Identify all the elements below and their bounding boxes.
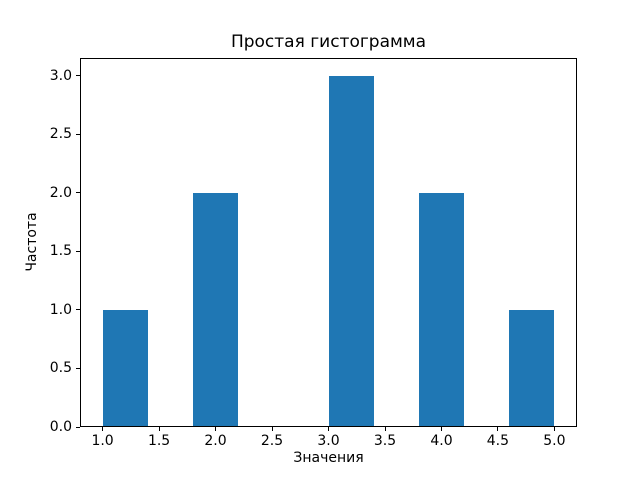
x-tick-label: 4.0 <box>430 433 453 449</box>
x-tick-label: 1.0 <box>91 433 114 449</box>
x-tick-label: 2.5 <box>260 433 284 449</box>
y-tick-label: 3.0 <box>49 67 72 84</box>
x-tick-mark <box>384 427 386 431</box>
y-tick-label: 1.5 <box>49 243 72 260</box>
y-tick-label: 1.0 <box>49 301 72 318</box>
x-tick-mark <box>215 427 216 431</box>
y-tick-label: 0.5 <box>49 360 72 377</box>
x-axis-label: Значения <box>293 450 364 466</box>
x-tick-label: 4.5 <box>486 433 510 449</box>
x-tick-label: 2.0 <box>204 433 227 449</box>
x-tick-label: 3.5 <box>373 433 397 449</box>
y-tick-mark <box>76 309 80 311</box>
x-tick-mark <box>441 427 442 431</box>
x-tick-mark <box>328 427 329 431</box>
y-tick-label: 2.5 <box>49 126 72 143</box>
y-tick-mark <box>76 75 80 77</box>
histogram-bar <box>509 309 555 427</box>
x-tick-mark <box>553 427 555 431</box>
y-axis-label: Частота <box>24 212 40 272</box>
x-tick-mark <box>271 427 273 431</box>
y-tick-mark <box>76 250 80 252</box>
chart-title: Простая гистограмма <box>230 32 427 52</box>
y-tick-mark <box>76 133 80 135</box>
plot-area: 1.0 1.5 2.0 2.5 3.0 3.5 4.0 4.5 5.0 0.0 0.5 1.0 1.5 2… <box>50 58 577 448</box>
y-tick-mark <box>76 367 80 369</box>
histogram-bar <box>418 192 465 427</box>
histogram-bar <box>193 192 239 427</box>
x-tick-label: 1.5 <box>147 433 171 449</box>
y-tick-mark <box>76 192 80 194</box>
y-tick-label: 2.0 <box>49 184 72 201</box>
x-tick-mark <box>158 427 160 431</box>
histogram-bar <box>328 75 374 427</box>
y-tick-label: 0.0 <box>49 419 72 435</box>
x-tick-label: 5.0 <box>543 433 566 449</box>
x-tick-mark <box>102 427 104 431</box>
histogram-bar <box>102 309 148 427</box>
x-tick-mark <box>497 427 499 431</box>
x-tick-label: 3.0 <box>317 433 340 449</box>
y-tick-mark <box>76 426 80 428</box>
